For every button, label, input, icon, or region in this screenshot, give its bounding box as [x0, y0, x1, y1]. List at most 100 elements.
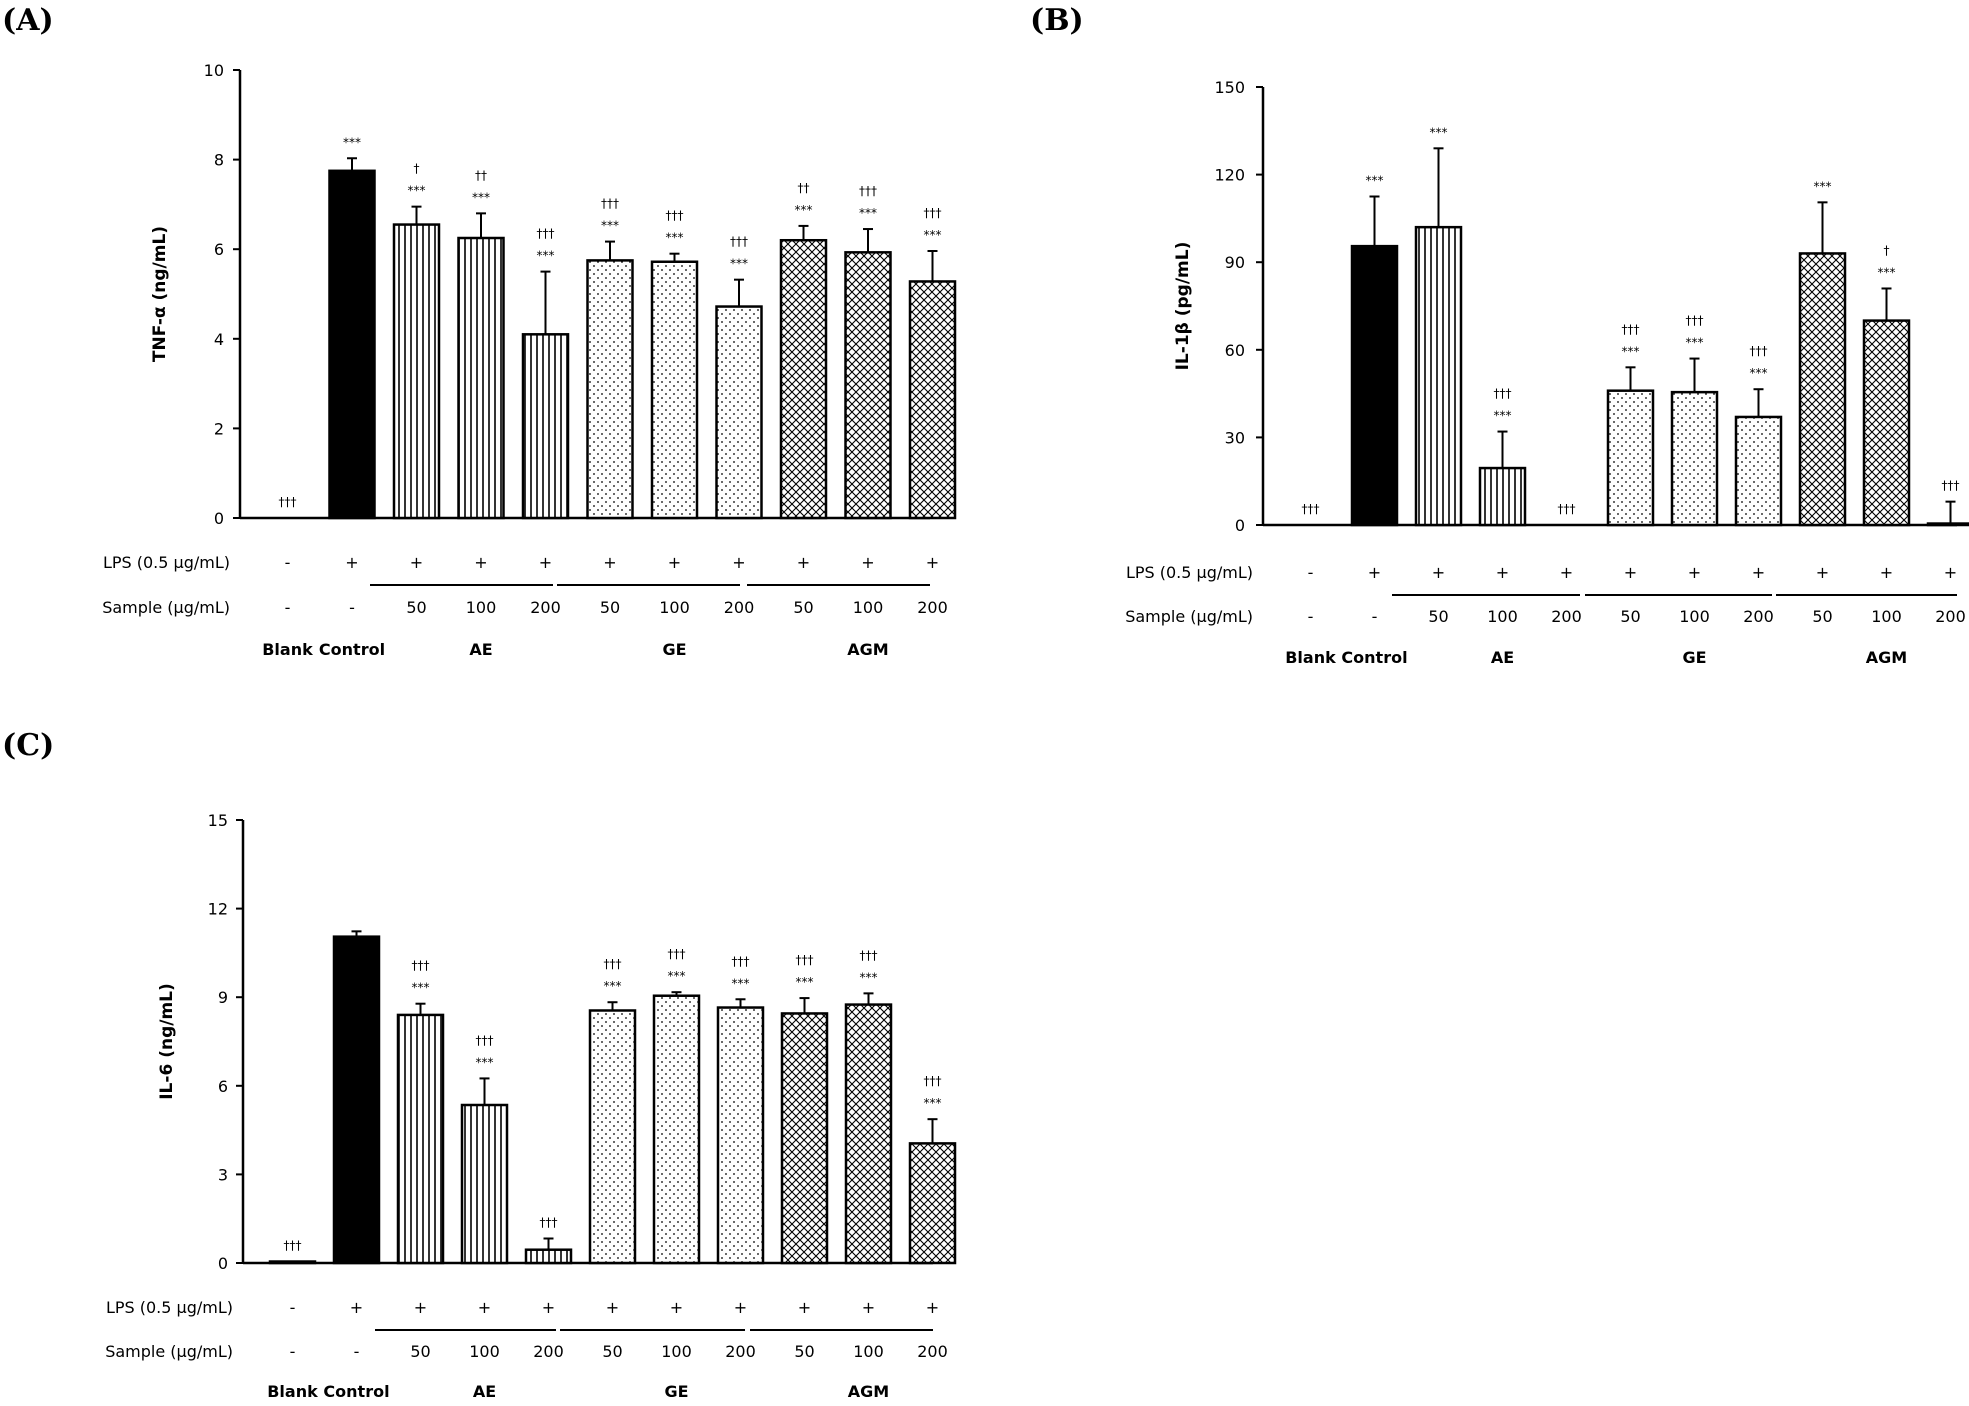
sample-value: 100	[853, 598, 884, 617]
lps-value: +	[1496, 563, 1509, 582]
significance-stars-8: ***	[1750, 366, 1768, 380]
panel-label-a: (A)	[2, 3, 54, 38]
significance-daggers-8: †††	[1750, 344, 1768, 358]
lps-value: +	[926, 1298, 939, 1317]
bar-10	[844, 251, 892, 520]
significance-stars-2: ***	[1366, 174, 1384, 188]
significance-stars-10: ***	[1878, 265, 1896, 279]
sample-value: 50	[410, 1342, 430, 1361]
bar-4	[460, 1103, 509, 1265]
significance-daggers-3: †††	[412, 959, 430, 973]
significance-daggers-6: †††	[1622, 322, 1640, 336]
lps-value: +	[1368, 563, 1381, 582]
il-6-chart: 0 3 6 9 12 15 IL-6 (ng/mL) ††† *** ††† *** ††† ††† **…	[105, 811, 957, 1401]
significance-stars-6: ***	[604, 979, 622, 993]
significance-daggers-7: †††	[1686, 314, 1704, 328]
significance-daggers-9: †††	[796, 953, 814, 967]
panel-label-c: (C)	[2, 728, 54, 763]
sample-value: 200	[1935, 607, 1966, 626]
significance-daggers-8: †††	[730, 235, 748, 249]
group-label: Blank	[262, 640, 313, 659]
significance-daggers-11: †††	[1942, 479, 1960, 493]
lps-value: +	[926, 553, 939, 572]
group-label: GE	[662, 640, 686, 659]
bar-11	[1926, 522, 1969, 527]
group-label: AE	[1491, 648, 1514, 667]
significance-stars-10: ***	[860, 970, 878, 984]
lps-value: +	[670, 1298, 683, 1317]
bar-6	[586, 259, 634, 520]
group-label: AE	[469, 640, 492, 659]
significance-stars-8: ***	[730, 257, 748, 271]
significance-stars-4: ***	[472, 190, 490, 204]
sample-value: 100	[469, 1342, 500, 1361]
group-label: GE	[1682, 648, 1706, 667]
bar-8	[1734, 415, 1783, 527]
sample-value: 100	[1487, 607, 1518, 626]
significance-stars-8: ***	[732, 976, 750, 990]
lps-value: -	[1308, 563, 1314, 582]
significance-stars-10: ***	[859, 206, 877, 220]
group-label: AGM	[1866, 648, 1907, 667]
y-tick-label: 8	[214, 151, 224, 170]
y-tick-label: 12	[208, 900, 228, 919]
y-tick-label: 120	[1214, 166, 1245, 185]
bar-2	[328, 169, 376, 520]
sample-value: 100	[853, 1342, 884, 1361]
bar-8	[716, 1006, 765, 1265]
sample-value: 100	[659, 598, 690, 617]
significance-daggers-1: †††	[284, 1239, 302, 1253]
significance-stars-11: ***	[924, 228, 942, 242]
significance-stars-3: ***	[412, 981, 430, 995]
significance-stars-2: ***	[343, 135, 361, 149]
group-label: Control	[319, 640, 385, 659]
bar-5	[521, 333, 570, 520]
y-tick-label: 3	[218, 1165, 228, 1184]
bar-9	[780, 1012, 829, 1265]
y-axis-title: IL-1β (pg/mL)	[1173, 242, 1193, 371]
sample-value: 100	[1679, 607, 1710, 626]
significance-stars-3: ***	[1430, 125, 1448, 139]
bar-9	[779, 238, 828, 520]
y-tick-label: 10	[204, 61, 224, 80]
bar-8	[715, 305, 763, 520]
lps-value: +	[414, 1298, 427, 1317]
sample-value: -	[1308, 607, 1314, 626]
bar-7	[650, 260, 699, 520]
significance-stars-7: ***	[1686, 336, 1704, 350]
significance-daggers-1: †††	[279, 495, 297, 509]
bar-4	[1478, 466, 1527, 527]
sample-value: 200	[724, 598, 755, 617]
y-tick-label: 30	[1225, 428, 1245, 447]
significance-daggers-10: †	[1884, 243, 1890, 257]
significance-daggers-4: †††	[1494, 387, 1512, 401]
lps-value: +	[1624, 563, 1637, 582]
lps-value: +	[1880, 563, 1893, 582]
group-label: AGM	[848, 1382, 889, 1401]
y-tick-label: 4	[214, 330, 224, 349]
group-label: AGM	[847, 640, 888, 659]
bar-2	[1350, 244, 1399, 527]
sample-value: 50	[1428, 607, 1448, 626]
bar-3	[392, 223, 441, 520]
sample-value: 200	[917, 1342, 948, 1361]
bar-5	[524, 1248, 573, 1265]
bar-6	[1606, 389, 1655, 527]
significance-daggers-1: †††	[1302, 502, 1320, 516]
lps-value: +	[734, 1298, 747, 1317]
y-tick-label: 2	[214, 419, 224, 438]
lps-value: +	[1752, 563, 1765, 582]
lps-value: +	[542, 1298, 555, 1317]
significance-daggers-8: †††	[732, 954, 750, 968]
significance-daggers-3: †	[414, 162, 420, 176]
lps-value: -	[285, 553, 291, 572]
sample-value: 200	[1743, 607, 1774, 626]
group-label: AE	[473, 1382, 496, 1401]
sample-value: 50	[406, 598, 426, 617]
significance-stars-6: ***	[601, 219, 619, 233]
sample-row-label: Sample (μg/mL)	[105, 1342, 233, 1361]
y-axis-title: TNF-α (ng/mL)	[150, 226, 170, 362]
significance-stars-9: ***	[795, 203, 813, 217]
y-tick-label: 0	[214, 509, 224, 528]
